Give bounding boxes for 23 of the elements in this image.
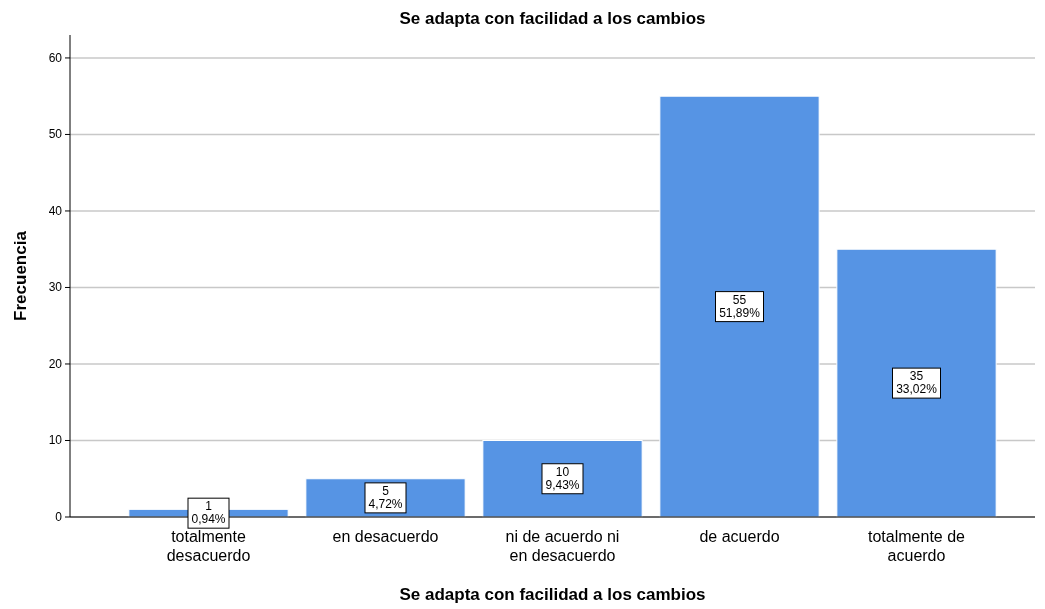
- y-tick-label: 60: [48, 50, 63, 65]
- y-tick-label: 0: [55, 510, 63, 524]
- data-label: 10 9,43%: [545, 464, 580, 492]
- y-tick-label: 40: [48, 203, 63, 218]
- data-label: 5 4,72%: [368, 483, 403, 511]
- x-tick-label: totalmente de acuerdo: [868, 528, 966, 564]
- y-tick-label: 10: [48, 433, 63, 448]
- y-tick-label: 50: [48, 127, 63, 142]
- x-axis-title: Se adapta con facilidad a los cambios: [399, 585, 706, 604]
- x-tick-label: en desacuerdo: [332, 528, 439, 545]
- chart-title: Se adapta con facilidad a los cambios: [399, 9, 706, 28]
- bar: [836, 248, 997, 518]
- x-tick-label: totalmente desacuerdo: [166, 528, 251, 564]
- bar: [482, 439, 643, 518]
- x-tick-label: de acuerdo: [699, 528, 780, 545]
- y-tick-label: 20: [48, 356, 63, 371]
- y-tick-label: 30: [48, 280, 63, 295]
- x-tick-label: ni de acuerdo ni en desacuerdo: [505, 528, 620, 564]
- data-label: 35 33,02%: [896, 369, 938, 397]
- bar: [659, 95, 820, 518]
- data-label: 1 0,94%: [191, 499, 226, 527]
- y-axis-title: Frecuencia: [11, 230, 30, 321]
- data-label: 55 51,89%: [719, 292, 761, 320]
